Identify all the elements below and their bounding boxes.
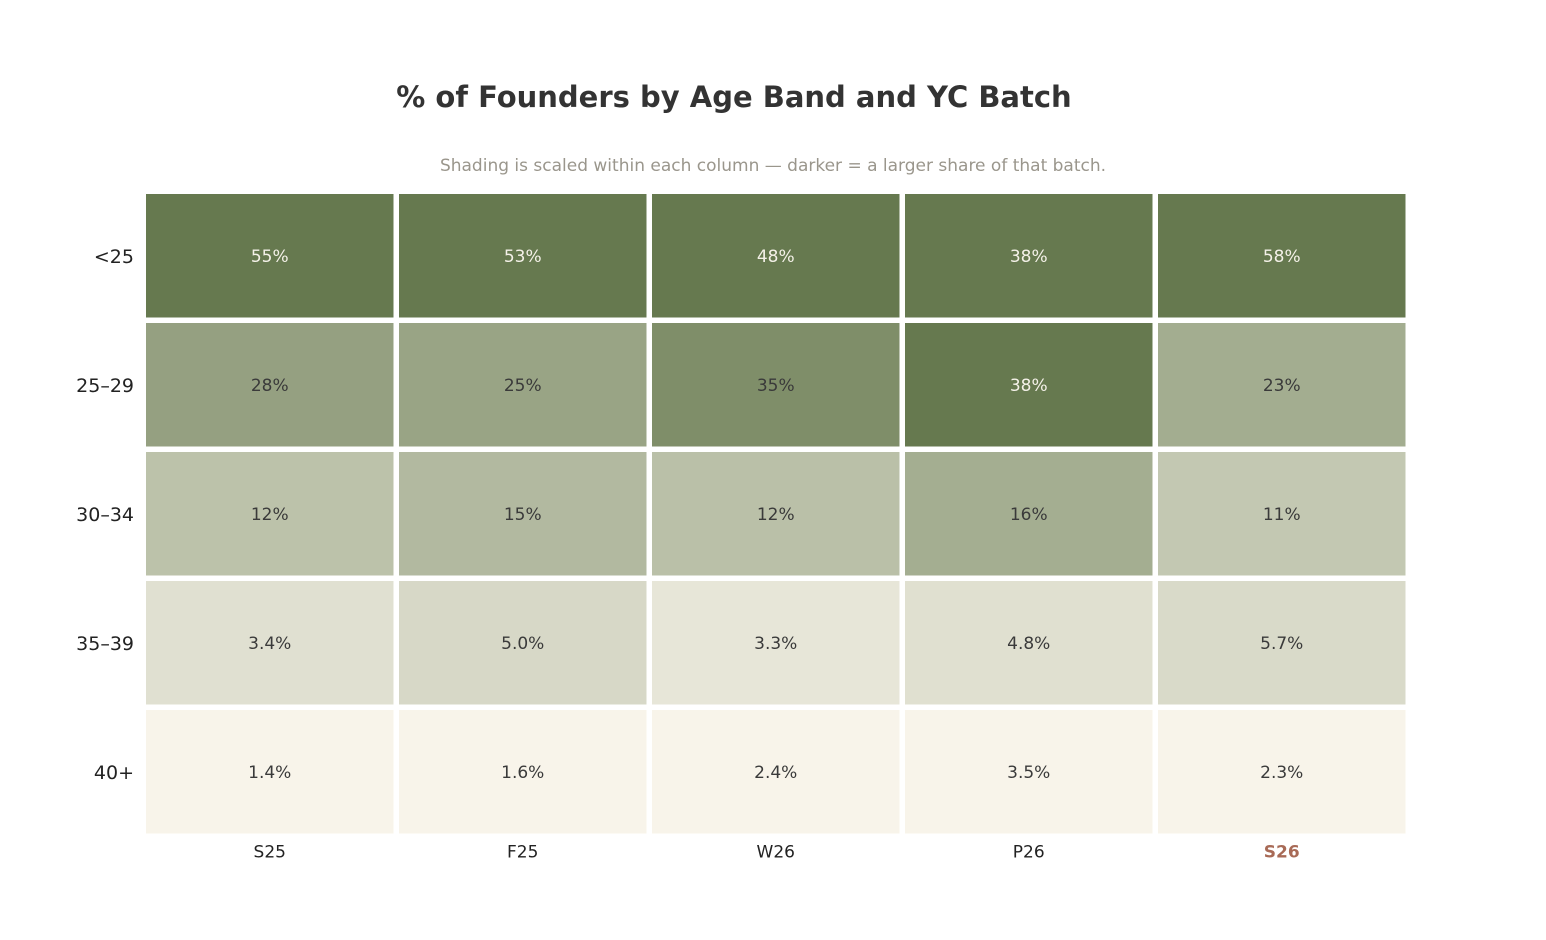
heatmap-cell <box>1158 194 1406 318</box>
heatmap-cell <box>905 710 1153 834</box>
cell-value-label: 15% <box>504 505 542 525</box>
heatmap-cell <box>399 581 647 705</box>
heatmap-cell <box>399 710 647 834</box>
row-label: 40+ <box>94 762 134 784</box>
row-label: 35–39 <box>76 633 134 655</box>
cell-value-label: 3.3% <box>754 634 797 654</box>
cell-value-label: 1.4% <box>248 763 291 783</box>
heatmap-cell <box>905 323 1153 447</box>
heatmap-cell <box>146 194 394 318</box>
cell-value-label: 58% <box>1263 247 1301 267</box>
heatmap-cell <box>1158 581 1406 705</box>
cell-value-label: 4.8% <box>1007 634 1050 654</box>
heatmap-cell <box>399 452 647 576</box>
heatmap-cell <box>652 581 900 705</box>
column-label: P26 <box>1013 843 1045 863</box>
cell-value-label: 3.4% <box>248 634 291 654</box>
cell-value-label: 5.0% <box>501 634 544 654</box>
cell-value-label: 12% <box>251 505 289 525</box>
cell-value-label: 1.6% <box>501 763 544 783</box>
column-label: S25 <box>254 843 286 863</box>
column-label: W26 <box>757 843 795 863</box>
cell-value-label: 48% <box>757 247 795 267</box>
cell-value-label: 23% <box>1263 376 1301 396</box>
row-label: <25 <box>94 246 134 268</box>
heatmap-cell <box>399 194 647 318</box>
heatmap-cell <box>399 323 647 447</box>
heatmap-cell <box>1158 323 1406 447</box>
heatmap-cell <box>652 194 900 318</box>
cell-value-label: 38% <box>1010 247 1048 267</box>
cell-value-label: 2.3% <box>1260 763 1303 783</box>
heatmap-cell <box>652 323 900 447</box>
heatmap-cell <box>905 194 1153 318</box>
heatmap-cell <box>146 710 394 834</box>
heatmap-cell <box>1158 452 1406 576</box>
cell-value-label: 12% <box>757 505 795 525</box>
cell-value-label: 25% <box>504 376 542 396</box>
heatmap-cell <box>146 581 394 705</box>
column-label: S26 <box>1264 843 1300 863</box>
heatmap-cell <box>146 452 394 576</box>
cell-value-label: 16% <box>1010 505 1048 525</box>
column-label: F25 <box>507 843 538 863</box>
heatmap-cell <box>146 323 394 447</box>
cell-value-label: 5.7% <box>1260 634 1303 654</box>
heatmap-cell <box>905 581 1153 705</box>
cell-value-label: 55% <box>251 247 289 267</box>
heatmap-cell <box>652 452 900 576</box>
cell-value-label: 11% <box>1263 505 1301 525</box>
heatmap-cell <box>1158 710 1406 834</box>
cell-value-label: 38% <box>1010 376 1048 396</box>
chart-title: % of Founders by Age Band and YC Batch <box>396 80 1072 114</box>
row-label: 25–29 <box>76 375 134 397</box>
cell-value-label: 53% <box>504 247 542 267</box>
cell-value-label: 35% <box>757 376 795 396</box>
cell-value-label: 28% <box>251 376 289 396</box>
cell-value-label: 3.5% <box>1007 763 1050 783</box>
cell-value-label: 2.4% <box>754 763 797 783</box>
heatmap-cell <box>905 452 1153 576</box>
row-label: 30–34 <box>76 504 134 526</box>
heatmap-cell <box>652 710 900 834</box>
chart-subtitle: Shading is scaled within each column — d… <box>439 156 1107 176</box>
